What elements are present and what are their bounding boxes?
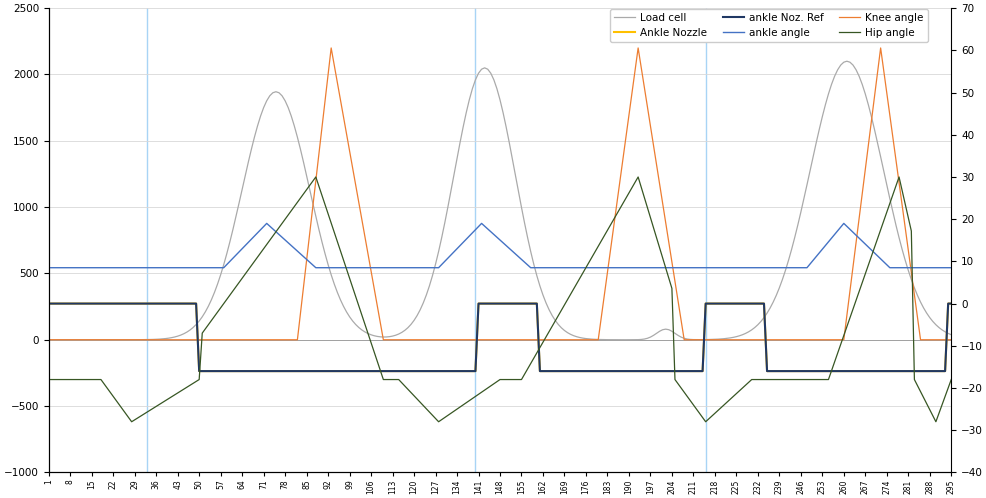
Line: ankle Noz. Ref: ankle Noz. Ref	[48, 304, 951, 371]
ankle angle	[797, 265, 809, 271]
Hip angle	[125, 419, 137, 425]
Hip angle	[788, 376, 800, 382]
Knee angle	[490, 337, 502, 343]
ankle angle	[260, 221, 272, 227]
ankle Noz. Ref	[945, 301, 956, 307]
Load cell	[487, 77, 499, 83]
Load cell	[945, 332, 956, 338]
ankle angle	[785, 265, 797, 271]
Knee angle	[945, 337, 956, 343]
ankle angle	[490, 234, 502, 240]
Load cell	[163, 335, 175, 341]
ankle Noz. Ref	[163, 301, 175, 307]
Ankle Nozzle	[797, 368, 809, 374]
ankle Noz. Ref	[797, 368, 809, 374]
Hip angle	[801, 376, 812, 382]
ankle angle	[545, 265, 557, 271]
Knee angle	[163, 337, 175, 343]
Hip angle	[549, 318, 561, 324]
Ankle Nozzle	[945, 301, 956, 307]
ankle Noz. Ref	[490, 301, 502, 307]
Hip angle	[494, 376, 506, 382]
Load cell	[782, 257, 794, 263]
Line: Hip angle: Hip angle	[48, 177, 951, 422]
Ankle Nozzle	[545, 368, 557, 374]
Ankle Nozzle	[785, 368, 797, 374]
Line: Knee angle: Knee angle	[48, 48, 951, 340]
ankle Noz. Ref	[454, 368, 465, 374]
Knee angle	[454, 337, 465, 343]
Hip angle	[457, 402, 468, 408]
ankle Noz. Ref	[785, 368, 797, 374]
Ankle Nozzle	[193, 368, 205, 374]
Load cell	[451, 155, 462, 161]
Knee angle	[785, 337, 797, 343]
Load cell	[542, 307, 554, 313]
Line: Load cell: Load cell	[48, 61, 951, 340]
ankle angle	[945, 265, 956, 271]
ankle angle	[163, 265, 175, 271]
Ankle Nozzle	[454, 368, 465, 374]
Hip angle	[166, 394, 177, 400]
Load cell	[42, 337, 54, 343]
Ankle Nozzle	[163, 301, 175, 307]
ankle Noz. Ref	[545, 368, 557, 374]
Load cell	[794, 209, 806, 215]
Hip angle	[42, 376, 54, 382]
Legend: Load cell, Ankle Nozzle, ankle Noz. Ref, ankle angle, Knee angle, Hip angle: Load cell, Ankle Nozzle, ankle Noz. Ref,…	[609, 9, 927, 42]
Line: ankle angle: ankle angle	[48, 224, 951, 268]
Hip angle	[945, 376, 956, 382]
ankle Noz. Ref	[193, 368, 205, 374]
Hip angle	[310, 174, 321, 180]
Load cell	[840, 58, 852, 64]
ankle Noz. Ref	[42, 301, 54, 307]
Knee angle	[545, 337, 557, 343]
Ankle Nozzle	[42, 301, 54, 307]
Ankle Nozzle	[490, 301, 502, 307]
Line: Ankle Nozzle: Ankle Nozzle	[48, 304, 951, 371]
ankle angle	[42, 265, 54, 271]
Knee angle	[797, 337, 809, 343]
Knee angle	[325, 45, 337, 51]
ankle angle	[454, 243, 465, 249]
Knee angle	[42, 337, 54, 343]
